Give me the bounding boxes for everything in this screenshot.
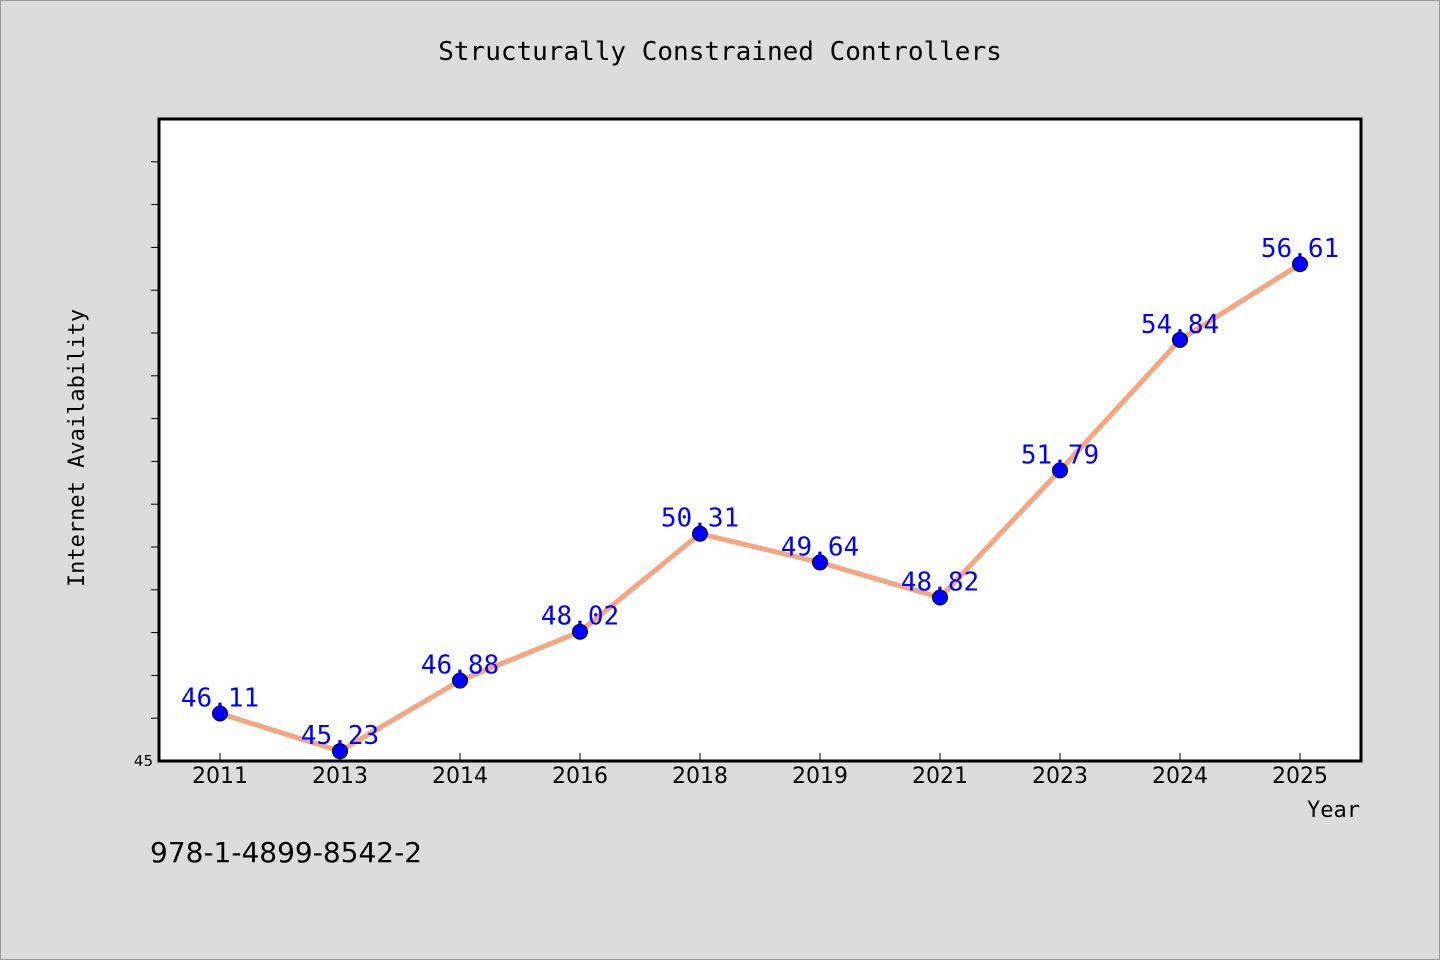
x-tick-label: 2024	[1152, 764, 1208, 789]
x-tick-label: 2019	[792, 764, 848, 789]
data-label: 56.61	[1261, 234, 1339, 264]
series-polyline	[217, 261, 1303, 754]
data-label: 48.02	[541, 602, 619, 632]
data-points	[212, 256, 1308, 760]
data-point	[692, 525, 708, 542]
x-tick-label: 2014	[432, 764, 488, 789]
data-label: 50.31	[661, 504, 739, 534]
data-point	[332, 743, 348, 760]
x-axis-label: Year	[1307, 798, 1360, 823]
series-line	[217, 261, 1303, 754]
x-tick-label: 2021	[912, 764, 968, 789]
chart-title: Structurally Constrained Controllers	[438, 37, 1002, 67]
data-point	[1292, 256, 1308, 273]
plot-area	[157, 117, 1363, 763]
y-tick-label: 45	[134, 752, 153, 770]
data-labels: 46.11 45.23 46.88 48.02 50.31 49.64 48.82 51.79…	[181, 234, 1339, 751]
data-point	[932, 589, 948, 606]
x-tick-label: 2025	[1272, 764, 1328, 789]
data-point	[212, 705, 228, 722]
x-axis-ticks: 2011 2013 2014 2016 2018 2019 2021 2023 2024 2025	[192, 753, 1328, 789]
data-label: 48.82	[901, 568, 979, 598]
data-label: 49.64	[781, 532, 859, 562]
data-label: 46.88	[421, 651, 499, 681]
x-tick-label: 2018	[672, 764, 728, 789]
x-tick-label: 2016	[552, 764, 608, 789]
data-point	[812, 554, 828, 571]
y-axis-label: Internet Availability	[65, 309, 90, 587]
x-tick-label: 2011	[192, 764, 248, 789]
data-label: 45.23	[301, 721, 379, 751]
data-label: 54.84	[1141, 310, 1219, 340]
data-point	[452, 672, 468, 689]
data-label: 46.11	[181, 683, 259, 713]
x-tick-label: 2013	[312, 764, 368, 789]
data-point	[1172, 331, 1188, 348]
y-axis-ticks: 45	[134, 161, 159, 770]
data-label: 51.79	[1021, 440, 1099, 470]
isbn-text: 978-1-4899-8542-2	[150, 836, 422, 869]
x-tick-label: 2023	[1032, 764, 1088, 789]
data-point	[1052, 462, 1068, 479]
data-point	[572, 623, 588, 640]
